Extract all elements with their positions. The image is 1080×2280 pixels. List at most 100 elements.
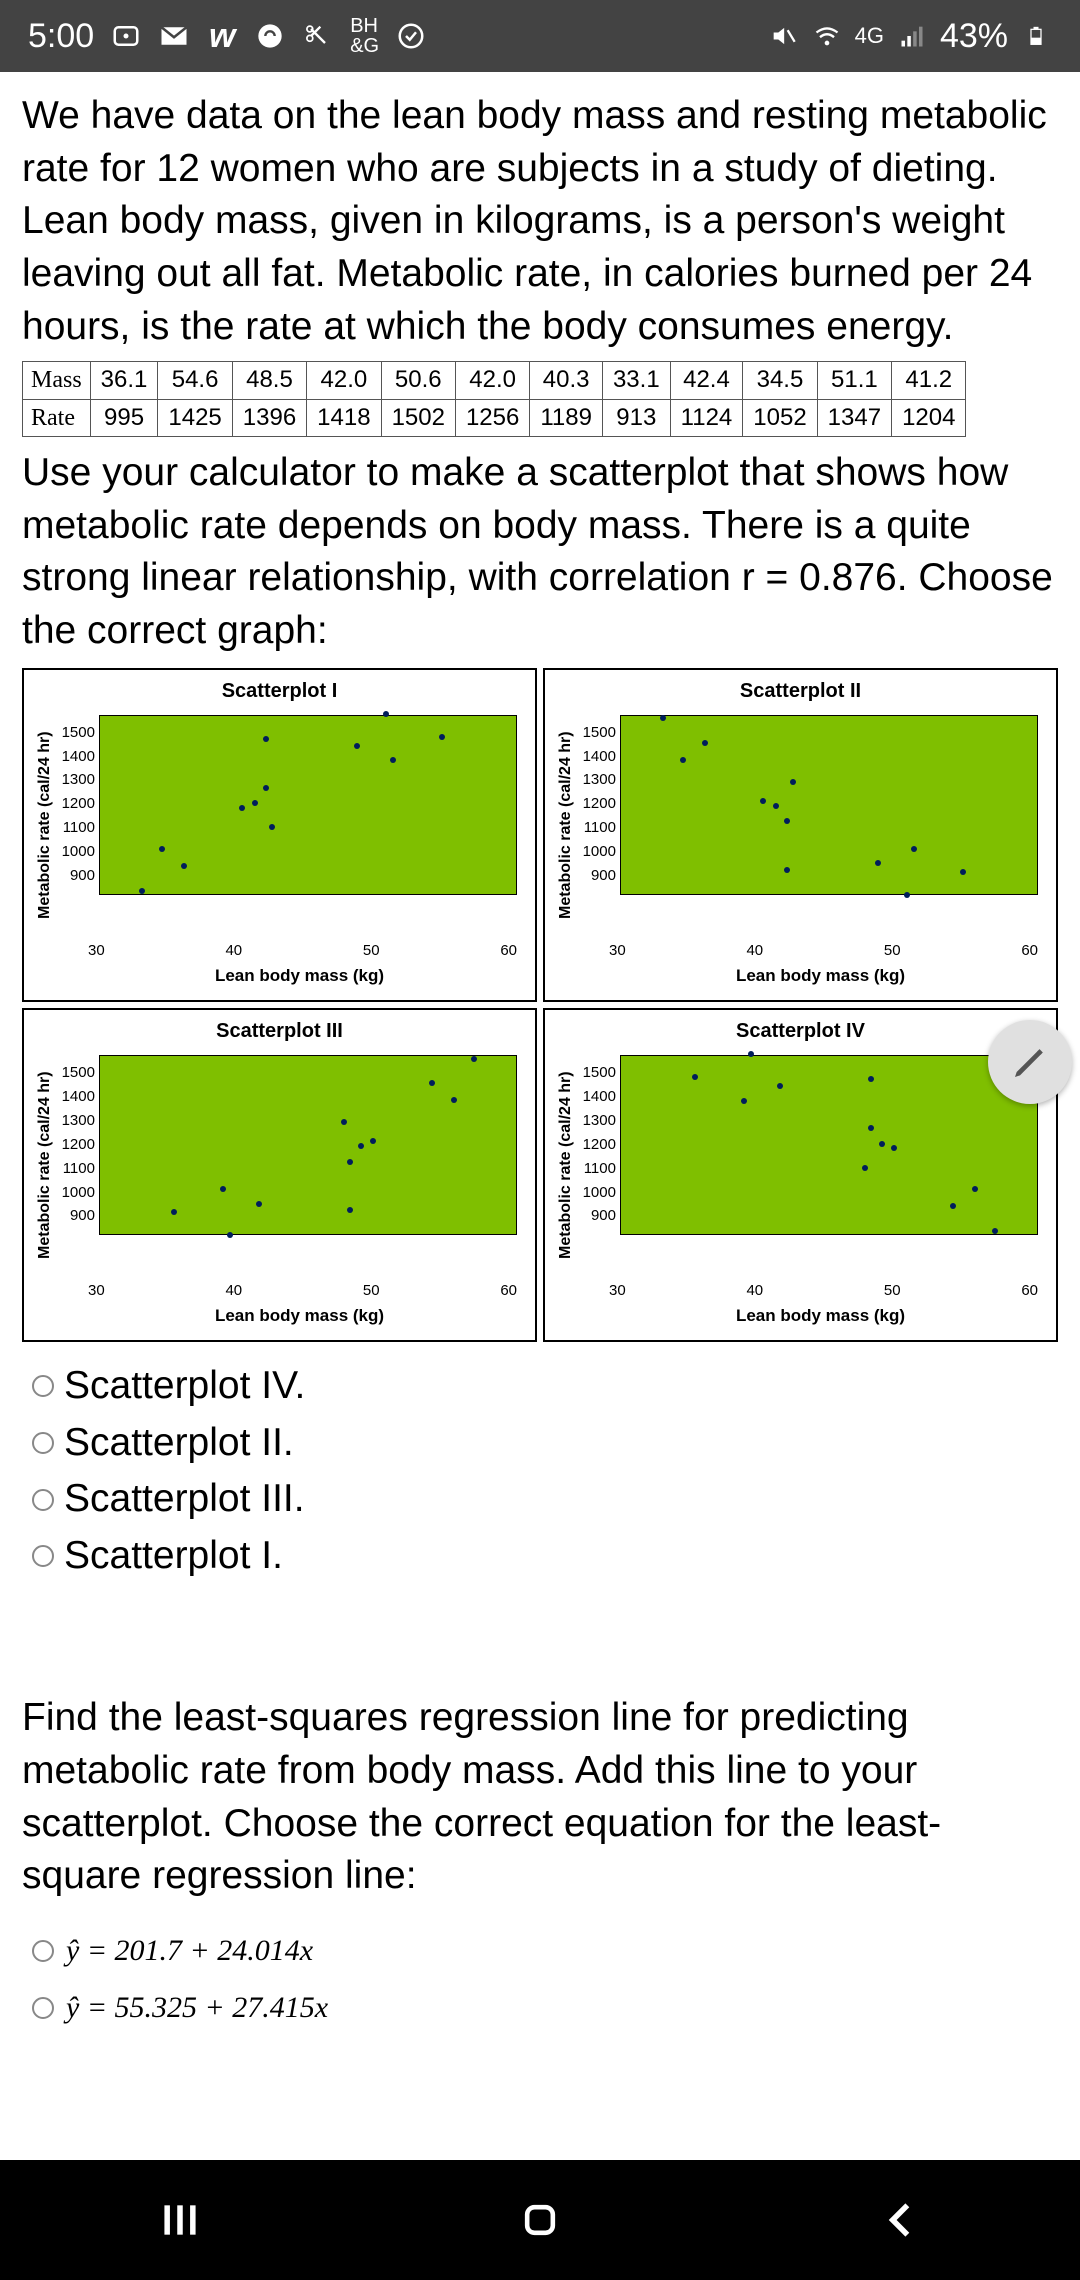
data-point bbox=[692, 1074, 698, 1080]
radio-icon bbox=[32, 1940, 54, 1962]
table-cell: 48.5 bbox=[232, 362, 306, 399]
plot-title: Scatterplot IV bbox=[551, 1018, 1050, 1045]
y-ticks: 150014001300120011001000900 bbox=[60, 1055, 99, 1235]
data-point bbox=[181, 863, 187, 869]
equation-option-2[interactable]: ŷ = 55.325 + 27.415x bbox=[32, 1988, 1058, 2029]
data-point bbox=[748, 1051, 754, 1057]
scatterplot-3[interactable]: Scatterplot III Metabolic rate (cal/24 h… bbox=[22, 1008, 537, 1342]
data-point bbox=[784, 818, 790, 824]
equation-label: ŷ = 55.325 + 27.415x bbox=[66, 1988, 328, 2029]
data-point bbox=[390, 757, 396, 763]
instruction-paragraph: Use your calculator to make a scatterplo… bbox=[22, 447, 1058, 658]
data-point bbox=[263, 785, 269, 791]
data-point bbox=[429, 1080, 435, 1086]
table-cell: 1418 bbox=[307, 399, 381, 436]
mass-label: Mass bbox=[23, 362, 91, 399]
data-point bbox=[347, 1207, 353, 1213]
plot-title: Scatterplot III bbox=[30, 1018, 529, 1045]
scatterplot-1[interactable]: Scatterplot I Metabolic rate (cal/24 hr)… bbox=[22, 668, 537, 1002]
option-label: Scatterplot III. bbox=[64, 1473, 305, 1526]
x-ticks: 30405060 bbox=[30, 1275, 529, 1301]
radio-icon bbox=[32, 1545, 54, 1567]
answer-options: Scatterplot IV. Scatterplot II. Scatterp… bbox=[32, 1360, 1058, 1583]
option-3[interactable]: Scatterplot III. bbox=[32, 1473, 1058, 1526]
table-cell: 1396 bbox=[232, 399, 306, 436]
clock: 5:00 bbox=[28, 17, 94, 56]
data-point bbox=[741, 1098, 747, 1104]
recents-button[interactable] bbox=[150, 2190, 210, 2250]
data-point bbox=[773, 803, 779, 809]
scatterplot-2[interactable]: Scatterplot II Metabolic rate (cal/24 hr… bbox=[543, 668, 1058, 1002]
data-point bbox=[862, 1165, 868, 1171]
back-button[interactable] bbox=[870, 2190, 930, 2250]
battery-icon bbox=[1020, 20, 1052, 52]
data-point bbox=[263, 736, 269, 742]
data-point bbox=[227, 1232, 233, 1238]
data-point bbox=[777, 1083, 783, 1089]
option-4[interactable]: Scatterplot IV. bbox=[32, 1360, 1058, 1413]
plot-title: Scatterplot I bbox=[30, 678, 529, 705]
data-point bbox=[439, 734, 445, 740]
table-cell: 34.5 bbox=[743, 362, 817, 399]
data-point bbox=[354, 743, 360, 749]
scissors-icon bbox=[302, 20, 334, 52]
edit-fab[interactable] bbox=[988, 1020, 1072, 1104]
mail-icon bbox=[158, 20, 190, 52]
scatterplot-4[interactable]: Scatterplot IV Metabolic rate (cal/24 hr… bbox=[543, 1008, 1058, 1342]
data-point bbox=[451, 1097, 457, 1103]
circle-icon bbox=[254, 20, 286, 52]
table-cell: 33.1 bbox=[602, 362, 670, 399]
w-icon: w bbox=[206, 20, 238, 52]
data-point bbox=[891, 1145, 897, 1151]
table-cell: 1052 bbox=[743, 399, 817, 436]
option-2[interactable]: Scatterplot II. bbox=[32, 1417, 1058, 1470]
network-type: 4G bbox=[855, 23, 884, 49]
data-point bbox=[139, 888, 145, 894]
data-table: Mass36.154.648.542.050.642.040.333.142.4… bbox=[22, 361, 966, 437]
y-axis-label: Metabolic rate (cal/24 hr) bbox=[30, 715, 60, 935]
table-cell: 36.1 bbox=[90, 362, 158, 399]
table-cell: 1189 bbox=[530, 399, 603, 436]
y-ticks: 150014001300120011001000900 bbox=[60, 715, 99, 895]
radio-icon bbox=[32, 1432, 54, 1454]
home-button[interactable] bbox=[510, 2190, 570, 2250]
scatterplots-grid: Scatterplot I Metabolic rate (cal/24 hr)… bbox=[22, 668, 1058, 1342]
intro-paragraph: We have data on the lean body mass and r… bbox=[22, 90, 1058, 353]
main-content: We have data on the lean body mass and r… bbox=[0, 72, 1080, 2062]
radio-icon bbox=[32, 1997, 54, 2019]
radio-icon bbox=[32, 1375, 54, 1397]
y-ticks: 150014001300120011001000900 bbox=[581, 1055, 620, 1235]
radio-icon bbox=[32, 1489, 54, 1511]
y-axis-label: Metabolic rate (cal/24 hr) bbox=[551, 1055, 581, 1275]
data-point bbox=[972, 1186, 978, 1192]
sync-icon bbox=[395, 20, 427, 52]
option-label: Scatterplot II. bbox=[64, 1417, 294, 1470]
table-cell: 51.1 bbox=[817, 362, 891, 399]
option-label: Scatterplot I. bbox=[64, 1530, 283, 1583]
bh-icon: BH&G bbox=[350, 16, 379, 56]
data-point bbox=[347, 1159, 353, 1165]
mute-icon bbox=[767, 20, 799, 52]
table-cell: 1347 bbox=[817, 399, 891, 436]
x-axis-label: Lean body mass (kg) bbox=[30, 965, 529, 988]
equation-option-1[interactable]: ŷ = 201.7 + 24.014x bbox=[32, 1931, 1058, 1972]
wifi-icon bbox=[811, 20, 843, 52]
data-point bbox=[760, 798, 766, 804]
rate-label: Rate bbox=[23, 399, 91, 436]
option-label: Scatterplot IV. bbox=[64, 1360, 305, 1413]
table-cell: 1256 bbox=[455, 399, 529, 436]
plot-title: Scatterplot II bbox=[551, 678, 1050, 705]
data-point bbox=[660, 715, 666, 721]
notification-icon bbox=[110, 20, 142, 52]
data-point bbox=[341, 1119, 347, 1125]
option-1[interactable]: Scatterplot I. bbox=[32, 1530, 1058, 1583]
data-point bbox=[960, 869, 966, 875]
data-point bbox=[992, 1228, 998, 1234]
equation-options: ŷ = 201.7 + 24.014x ŷ = 55.325 + 27.415x bbox=[32, 1931, 1058, 2028]
y-axis-label: Metabolic rate (cal/24 hr) bbox=[551, 715, 581, 935]
data-point bbox=[471, 1056, 477, 1062]
navigation-bar bbox=[0, 2160, 1080, 2280]
data-point bbox=[256, 1201, 262, 1207]
data-point bbox=[950, 1203, 956, 1209]
data-point bbox=[220, 1186, 226, 1192]
